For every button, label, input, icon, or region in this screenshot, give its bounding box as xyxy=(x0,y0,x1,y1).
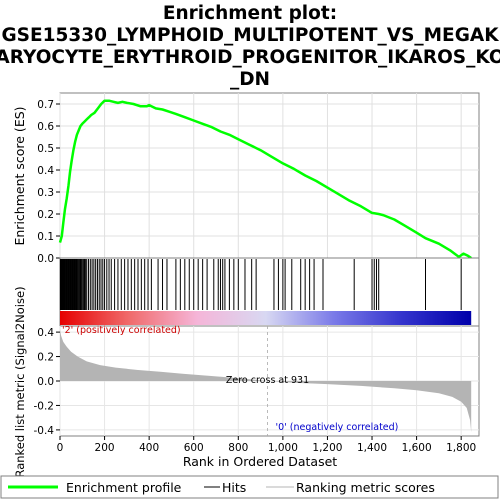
legend-label-hits: Hits xyxy=(222,480,246,495)
x-tick-label: 1,000 xyxy=(268,442,298,454)
ranking-metric-area xyxy=(60,329,472,433)
metric-y-tick-label: 0.4 xyxy=(37,327,54,339)
title-line-2: GSE15330_LYMPHOID_MULTIPOTENT_VS_MEGAK xyxy=(1,25,499,46)
es-y-tick-label: 0.2 xyxy=(37,209,54,221)
hit-markers xyxy=(59,259,462,310)
title-line-1: Enrichment plot: xyxy=(163,3,337,24)
x-tick-label: 1,200 xyxy=(312,442,342,454)
metric-y-ticks: 0.4 0.2 0.0 -0.2 -0.4 xyxy=(34,327,60,437)
es-y-tick-label: 0.6 xyxy=(37,121,54,133)
es-y-tick-label: 0.5 xyxy=(37,143,54,155)
metric-y-axis-label: Ranked list metric (Signal2Noise) xyxy=(13,286,27,477)
zero-cross-label: Zero cross at 931 xyxy=(226,375,309,386)
title-line-4: _DN xyxy=(230,69,270,90)
es-y-tick-label: 0.1 xyxy=(37,231,54,243)
negative-correlation-label: '0' (negatively correlated) xyxy=(275,422,398,433)
x-tick-label: 1,400 xyxy=(357,442,387,454)
es-y-tick-label: 0.7 xyxy=(37,99,54,111)
enrichment-profile-line xyxy=(58,99,472,260)
es-y-tick-label: 0.4 xyxy=(37,165,54,177)
metric-y-tick-label: 0.2 xyxy=(37,352,54,364)
x-tick-label: 1,600 xyxy=(402,442,432,454)
x-tick-label: 0 xyxy=(57,442,64,454)
es-y-tick-label: 0.0 xyxy=(37,253,54,265)
x-tick-label: 800 xyxy=(228,442,248,454)
x-tick-label: 200 xyxy=(95,442,115,454)
metric-y-tick-label: -0.4 xyxy=(34,425,55,437)
positive-correlation-label: '2' (positively correlated) xyxy=(62,325,181,336)
rank-color-bar xyxy=(60,311,472,325)
title-line-3: ARYOCYTE_ERYTHROID_PROGENITOR_IKAROS_KO xyxy=(0,47,500,68)
x-tick-label: 600 xyxy=(184,442,204,454)
legend-label-enrichment: Enrichment profile xyxy=(66,480,182,495)
es-y-axis-label: Enrichment score (ES) xyxy=(12,106,27,245)
chart-title: Enrichment plot: GSE15330_LYMPHOID_MULTI… xyxy=(0,3,500,90)
metric-y-tick-label: -0.2 xyxy=(34,400,55,412)
legend-label-ranking: Ranking metric scores xyxy=(296,480,435,495)
legend-box xyxy=(0,475,499,499)
x-tick-label: 1,800 xyxy=(446,442,476,454)
es-y-tick-label: 0.3 xyxy=(37,187,54,199)
es-y-ticks: 0.0 0.1 0.2 0.3 0.4 0.5 0.6 0.7 xyxy=(37,99,60,265)
metric-y-tick-label: 0.0 xyxy=(37,376,54,388)
x-axis-label: Rank in Ordered Dataset xyxy=(183,454,337,469)
es-panel-frame xyxy=(59,92,480,259)
x-tick-label: 400 xyxy=(139,442,159,454)
x-axis-ticks: 0 200 400 600 800 1,000 1,200 1,400 1,600 1,800 xyxy=(57,436,476,454)
